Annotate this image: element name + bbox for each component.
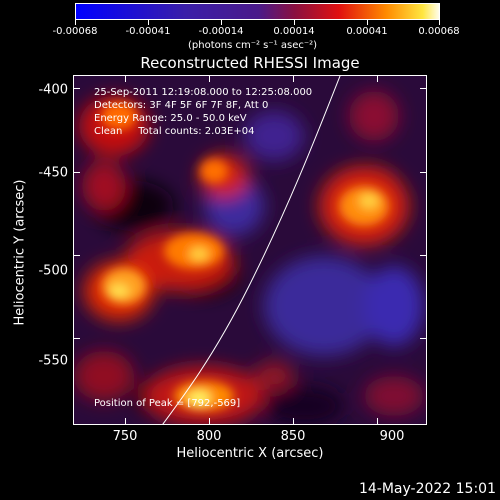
x-tick-label: 850 — [280, 429, 306, 444]
rhessi-image: 25-Sep-2011 12:19:08.000 to 12:25:08.000… — [73, 75, 427, 425]
render-timestamp: 14-May-2022 15:01 — [358, 481, 496, 497]
y-tick — [74, 338, 80, 339]
x-tick-label: 900 — [379, 429, 405, 444]
annotation-counts: Clean Total counts: 2.03E+04 — [94, 126, 255, 137]
colorbar-tick — [221, 20, 222, 25]
colorbar-tick-label: -0.00068 — [52, 26, 98, 37]
y-tick — [420, 88, 426, 89]
y-tick — [420, 172, 426, 173]
y-tick — [420, 255, 426, 256]
colorbar-tick-label: -0.00041 — [125, 26, 171, 37]
annotation-energy-range: Energy Range: 25.0 - 50.0 keV — [94, 113, 247, 124]
colorbar-tick — [294, 20, 295, 25]
colorbar-tick-label: 0.00041 — [346, 26, 388, 37]
y-tick — [74, 172, 80, 173]
y-tick-label: -500 — [38, 263, 68, 279]
annotation-peak: Position of Peak = [792,-569] — [94, 398, 241, 409]
y-tick-label: -400 — [38, 82, 68, 98]
y-tick — [74, 255, 80, 256]
colorbar-tick-label: -0.00014 — [198, 26, 244, 37]
x-axis-label: Heliocentric X (arcsec) — [176, 446, 324, 461]
x-tick-label: 750 — [112, 429, 138, 444]
x-tick-label: 800 — [196, 429, 222, 444]
x-tick — [293, 418, 294, 424]
colorbar-tick — [439, 20, 440, 25]
x-tick — [377, 76, 378, 82]
colorbar-tick — [367, 20, 368, 25]
colorbar-tick — [75, 20, 76, 25]
rhessi-image-canvas — [74, 76, 426, 424]
y-tick — [420, 338, 426, 339]
colorbar — [75, 3, 440, 20]
y-axis-label: Heliocentric Y (arcsec) — [12, 179, 28, 326]
y-tick — [74, 88, 80, 89]
x-tick — [377, 418, 378, 424]
colorbar-units: (photons cm⁻² s⁻¹ asec⁻²) — [188, 40, 318, 51]
x-tick — [209, 418, 210, 424]
solar-limb-curve — [162, 76, 341, 424]
x-tick — [125, 418, 126, 424]
colorbar-tick-label: 0.00068 — [418, 26, 460, 37]
x-tick — [209, 76, 210, 82]
annotation-detectors: Detectors: 3F 4F 5F 6F 7F 8F, Att 0 — [94, 100, 269, 111]
colorbar-tick — [148, 20, 149, 25]
x-tick — [293, 76, 294, 82]
annotation-time-range: 25-Sep-2011 12:19:08.000 to 12:25:08.000 — [94, 87, 313, 98]
plot-title: Reconstructed RHESSI Image — [140, 54, 360, 72]
x-tick — [125, 76, 126, 82]
y-tick-label: -450 — [38, 165, 68, 181]
y-tick-label: -550 — [38, 353, 68, 369]
colorbar-tick-label: 0.00014 — [273, 26, 315, 37]
